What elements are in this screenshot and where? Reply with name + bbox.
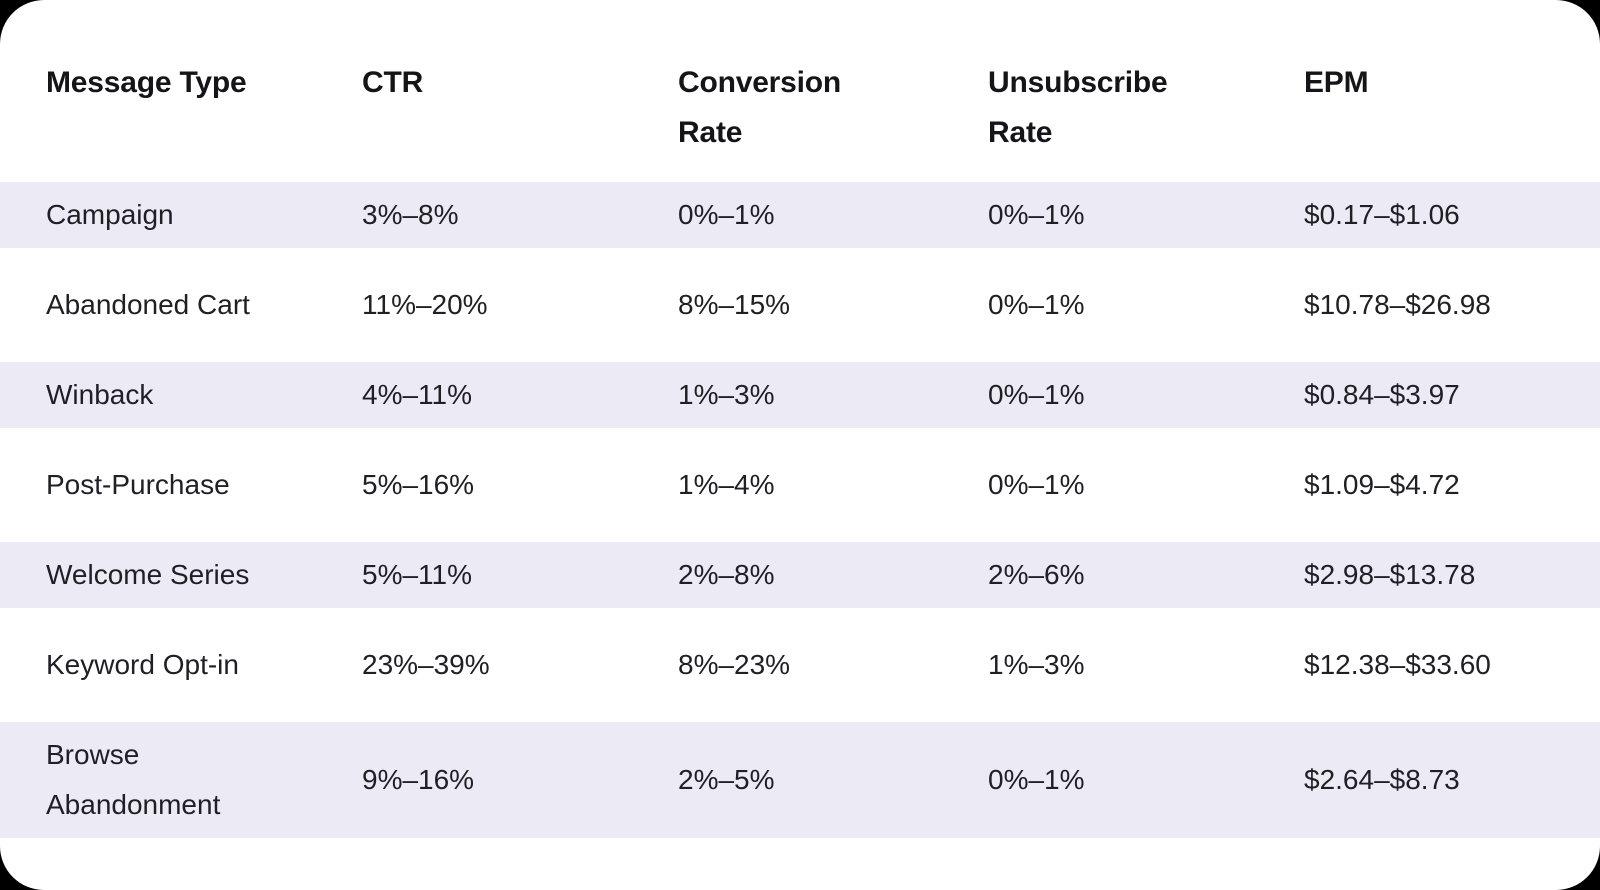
cell-unsubscribe-rate: 0%–1%	[988, 722, 1304, 838]
cell-unsubscribe-rate: 0%–1%	[988, 469, 1085, 500]
cell-message-type: Browse Abandonment	[0, 722, 362, 838]
cell-epm: $10.78–$26.98	[1304, 289, 1491, 320]
cell-ctr: 5%–16%	[362, 469, 475, 500]
cell-ctr: 11%–20%	[362, 289, 488, 320]
cell-conversion-rate: 2%–5%	[678, 722, 988, 838]
cell-epm: $0.17–$1.06	[1304, 182, 1600, 248]
table-row-browse-abandonment: Browse Abandonment 9%–16% 2%–5% 0%–1% $2…	[0, 722, 1600, 838]
cell-message-type: Welcome Series	[0, 542, 362, 608]
cell-unsubscribe-rate: 0%–1%	[988, 362, 1304, 428]
column-header-conversion-rate: Conversion Rate	[678, 66, 842, 149]
table-header-row: Message Type CTR Conversion Rate Unsubsc…	[0, 58, 1600, 158]
cell-ctr: 5%–11%	[362, 542, 678, 608]
column-header-unsubscribe-rate: Unsubscribe Rate	[988, 66, 1168, 149]
cell-epm: $12.38–$33.60	[1304, 649, 1491, 680]
column-header-message-type: Message Type	[46, 66, 247, 99]
cell-unsubscribe-rate: 2%–6%	[988, 542, 1304, 608]
cell-conversion-rate: 0%–1%	[678, 182, 988, 248]
cell-conversion-rate: 8%–23%	[678, 649, 791, 680]
cell-conversion-rate: 1%–3%	[678, 362, 988, 428]
cell-conversion-rate: 8%–15%	[678, 289, 791, 320]
message-type-metrics-table: Message Type CTR Conversion Rate Unsubsc…	[0, 34, 1600, 862]
cell-message-type: Keyword Opt-in	[46, 649, 239, 680]
column-header-ctr: CTR	[362, 66, 424, 99]
cell-epm: $1.09–$4.72	[1304, 469, 1460, 500]
cell-ctr: 23%–39%	[362, 649, 490, 680]
cell-conversion-rate: 1%–4%	[678, 469, 775, 500]
table-row-abandoned-cart: Abandoned Cart 11%–20% 8%–15% 0%–1% $10.…	[0, 272, 1600, 338]
table-row-keyword-opt-in: Keyword Opt-in 23%–39% 8%–23% 1%–3% $12.…	[0, 632, 1600, 698]
cell-unsubscribe-rate: 0%–1%	[988, 289, 1085, 320]
cell-message-type: Post-Purchase	[46, 469, 230, 500]
table-row-winback: Winback 4%–11% 1%–3% 0%–1% $0.84–$3.97	[0, 362, 1600, 428]
cell-epm: $2.64–$8.73	[1304, 722, 1600, 838]
cell-message-type: Winback	[0, 362, 362, 428]
table-row-welcome-series: Welcome Series 5%–11% 2%–8% 2%–6% $2.98–…	[0, 542, 1600, 608]
table-row-post-purchase: Post-Purchase 5%–16% 1%–4% 0%–1% $1.09–$…	[0, 452, 1600, 518]
cell-conversion-rate: 2%–8%	[678, 542, 988, 608]
cell-ctr: 4%–11%	[362, 362, 678, 428]
cell-epm: $2.98–$13.78	[1304, 542, 1600, 608]
cell-ctr: 9%–16%	[362, 722, 678, 838]
cell-message-type: Campaign	[0, 182, 362, 248]
cell-ctr: 3%–8%	[362, 182, 678, 248]
column-header-epm: EPM	[1304, 66, 1369, 99]
cell-epm: $0.84–$3.97	[1304, 362, 1600, 428]
cell-unsubscribe-rate: 0%–1%	[988, 182, 1304, 248]
cell-message-type: Abandoned Cart	[46, 289, 250, 320]
table-row-campaign: Campaign 3%–8% 0%–1% 0%–1% $0.17–$1.06	[0, 182, 1600, 248]
cell-unsubscribe-rate: 1%–3%	[988, 649, 1085, 680]
